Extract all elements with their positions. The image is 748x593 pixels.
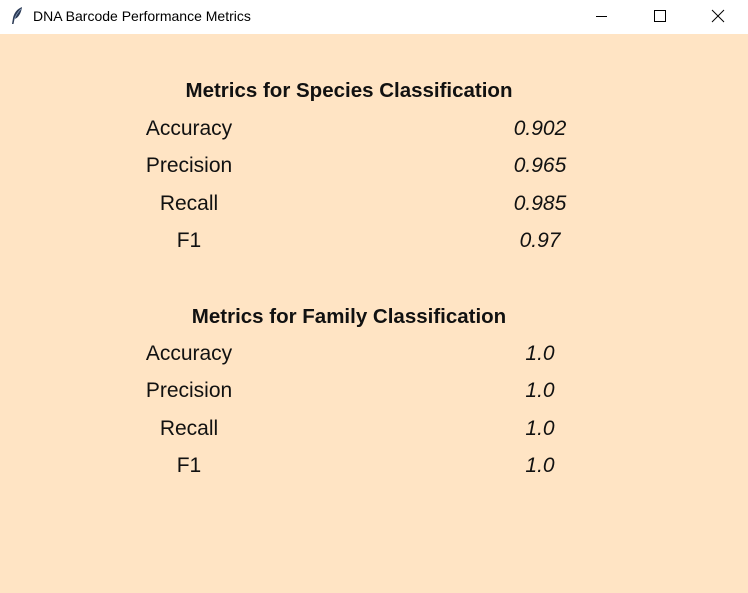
family-f1-label: F1: [176, 454, 202, 477]
maximize-icon: [654, 10, 666, 22]
species-recall-value: 0.985: [513, 192, 567, 215]
family-recall-label: Recall: [159, 417, 219, 440]
species-f1-value: 0.97: [519, 229, 561, 252]
window-title: DNA Barcode Performance Metrics: [33, 8, 251, 24]
feather-icon: [9, 6, 25, 26]
species-recall-label: Recall: [159, 192, 219, 215]
minimize-button[interactable]: [572, 0, 630, 34]
family-heading: Metrics for Family Classification: [191, 305, 507, 328]
species-heading: Metrics for Species Classification: [185, 79, 513, 102]
maximize-button[interactable]: [630, 0, 688, 34]
species-accuracy-label: Accuracy: [145, 117, 233, 140]
species-precision-value: 0.965: [513, 154, 567, 177]
family-accuracy-value: 1.0: [525, 342, 555, 365]
family-recall-value: 1.0: [525, 417, 555, 440]
family-accuracy-label: Accuracy: [145, 342, 233, 365]
family-precision-label: Precision: [145, 379, 233, 402]
species-accuracy-value: 0.902: [513, 117, 567, 140]
close-button[interactable]: [689, 0, 747, 34]
family-precision-value: 1.0: [525, 379, 555, 402]
family-f1-value: 1.0: [525, 454, 555, 477]
species-precision-label: Precision: [145, 154, 233, 177]
species-f1-label: F1: [176, 229, 202, 252]
close-icon: [711, 9, 725, 23]
title-bar[interactable]: DNA Barcode Performance Metrics: [0, 0, 748, 34]
minimize-icon: [596, 16, 607, 17]
